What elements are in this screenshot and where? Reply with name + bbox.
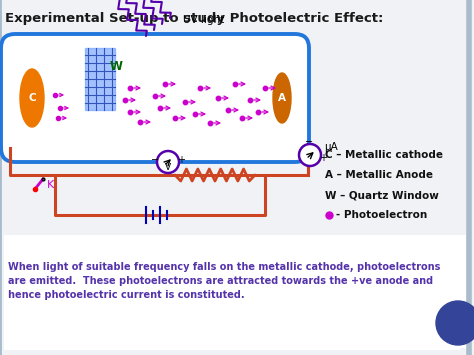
Circle shape: [299, 144, 321, 166]
Text: - Photoelectron: - Photoelectron: [336, 210, 427, 220]
Text: W: W: [110, 60, 123, 73]
Circle shape: [436, 301, 474, 345]
FancyBboxPatch shape: [4, 235, 466, 348]
Text: are emitted.  These photoelectrons are attracted towards the +ve anode and: are emitted. These photoelectrons are at…: [8, 276, 433, 286]
Circle shape: [157, 151, 179, 173]
Text: −: −: [305, 137, 313, 147]
Ellipse shape: [273, 73, 291, 123]
Text: When light of suitable frequency falls on the metallic cathode, photoelectrons: When light of suitable frequency falls o…: [8, 262, 440, 272]
Polygon shape: [85, 48, 115, 110]
Text: V: V: [165, 164, 171, 173]
Text: Experimental Set-up to study Photoelectric Effect:: Experimental Set-up to study Photoelectr…: [5, 12, 383, 25]
Text: A: A: [278, 93, 286, 103]
Text: C – Metallic cathode: C – Metallic cathode: [325, 150, 443, 160]
Text: A – Metallic Anode: A – Metallic Anode: [325, 170, 433, 180]
Text: μA: μA: [324, 142, 338, 152]
Text: C: C: [28, 93, 36, 103]
Text: UV light: UV light: [183, 15, 224, 25]
Text: +: +: [319, 153, 327, 163]
Text: +: +: [177, 155, 185, 165]
Ellipse shape: [20, 69, 44, 127]
Text: W – Quartz Window: W – Quartz Window: [325, 190, 439, 200]
FancyBboxPatch shape: [4, 238, 460, 350]
Text: K: K: [47, 180, 54, 190]
Text: hence photoelectric current is constituted.: hence photoelectric current is constitut…: [8, 290, 245, 300]
Text: −: −: [151, 155, 159, 165]
FancyBboxPatch shape: [1, 34, 309, 162]
